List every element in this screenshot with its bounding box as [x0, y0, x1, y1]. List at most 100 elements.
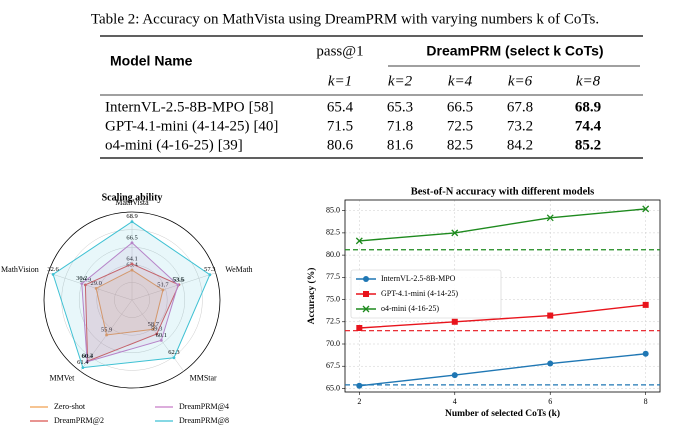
point: [355, 237, 363, 245]
value-label: 53.6: [173, 276, 185, 283]
table-cell: 65.3: [387, 99, 413, 115]
model-name: GPT-4.1-mini (4-14-25): [105, 118, 249, 134]
value-label: 68.9: [126, 213, 137, 220]
legend-label: Zero-shot: [54, 402, 86, 411]
point: [642, 301, 649, 308]
y-tick-label: 65.0: [326, 383, 340, 392]
y-tick-label: 70.0: [326, 339, 340, 348]
point: [356, 382, 363, 389]
point: [547, 312, 554, 319]
radar-point: [51, 272, 55, 276]
y-tick-label: 80.0: [326, 250, 340, 259]
radar-point: [176, 283, 180, 287]
radar-point: [130, 220, 134, 224]
legend-label: InternVL-2.5-8B-MPO: [381, 274, 456, 283]
legend-label: DreamPRM@4: [179, 402, 229, 411]
axis-label: MMStar: [190, 373, 217, 382]
radar-point: [130, 262, 134, 266]
series-line: [359, 304, 646, 329]
x-tick-label: 4: [453, 397, 457, 406]
legend-label: DreamPRM@8: [179, 416, 229, 425]
value-label: 57.3: [204, 266, 215, 273]
value-label: 60.3: [82, 353, 93, 360]
table-cell: 80.6: [327, 137, 354, 153]
header-dreamprm: DreamPRM (select k CoTs): [426, 43, 603, 59]
header-k: k=4: [448, 73, 473, 89]
legend-box: [350, 269, 502, 319]
x-axis-label: Number of selected CoTs (k): [445, 408, 560, 419]
point: [451, 372, 458, 379]
point: [642, 350, 649, 357]
point: [546, 214, 554, 222]
axis-label: WeMath: [225, 265, 252, 274]
table-cell: 73.2: [507, 118, 533, 134]
radar-point: [94, 286, 98, 290]
series-line: [359, 208, 646, 242]
value-label: 60.1: [156, 332, 167, 339]
table-caption: Table 2: Accuracy on MathVista using Dre…: [91, 11, 599, 27]
legend-label: DreamPRM@2: [54, 416, 104, 425]
table-cell: 66.5: [447, 99, 473, 115]
value-label: 55.9: [101, 326, 112, 333]
point: [642, 205, 650, 213]
radar-area: [84, 263, 180, 362]
radar-point: [161, 288, 165, 292]
radar-area: [81, 242, 179, 363]
y-tick-label: 77.5: [326, 272, 340, 281]
radar-point: [208, 273, 212, 277]
legend-marker: [363, 276, 369, 282]
header-k: k=2: [388, 73, 413, 89]
legend-label: o4-mini (4-16-25): [381, 304, 439, 313]
table-cell: 68.9: [575, 99, 601, 115]
table-cell: 74.4: [575, 118, 602, 134]
table-cell: 71.5: [327, 118, 353, 134]
radar-point: [151, 327, 155, 331]
radar-point: [81, 366, 85, 370]
radar-point: [130, 241, 134, 245]
table-cell: 65.4: [327, 99, 354, 115]
table-cell: 71.8: [387, 118, 413, 134]
legend-marker: [363, 291, 369, 297]
x-tick-label: 2: [357, 397, 361, 406]
y-tick-label: 67.5: [326, 361, 340, 370]
point: [547, 360, 554, 367]
table-cell: 85.2: [575, 137, 601, 153]
y-tick-label: 82.5: [326, 228, 340, 237]
chart-title: Best-of-N accuracy with different models: [411, 186, 595, 197]
value-label: 29.9: [80, 276, 91, 283]
point: [451, 318, 458, 325]
legend-marker: [362, 305, 370, 313]
header-k: k=6: [508, 73, 533, 89]
radar-point: [172, 356, 176, 360]
radar-point: [80, 282, 84, 286]
point: [356, 325, 363, 331]
value-label: 30.2: [76, 275, 87, 282]
radar-spoke: [48, 272, 133, 301]
radar-point: [85, 360, 89, 364]
radar-point: [105, 333, 108, 337]
table-cell: 82.5: [447, 137, 473, 153]
citation: [40]: [253, 118, 278, 134]
x-tick-label: 8: [644, 397, 648, 406]
legend-label: GPT-4.1-mini (4-14-25): [381, 289, 458, 298]
y-tick-label: 75.0: [326, 294, 340, 303]
model-name: InternVL-2.5-8B-MPO: [105, 99, 245, 115]
table-cell: 67.8: [507, 99, 533, 115]
value-label: 59.3: [151, 325, 162, 332]
point: [451, 229, 459, 237]
value-label: 51.7: [157, 281, 169, 288]
citation: [39]: [218, 137, 243, 153]
axis-label: MMVet: [50, 373, 76, 382]
radar-point: [159, 338, 163, 342]
header-pass: pass@1: [316, 43, 363, 59]
plot-frame: [344, 199, 661, 393]
radar-area: [52, 221, 211, 369]
header-k: k=1: [328, 73, 352, 89]
y-tick-label: 72.5: [326, 317, 340, 326]
radar-point: [130, 268, 134, 272]
x-tick-label: 6: [548, 397, 552, 406]
value-label: 64.1: [126, 255, 137, 262]
series-line: [359, 353, 646, 387]
header-k: k=8: [576, 73, 601, 89]
y-axis-label: Accuracy (%): [306, 268, 317, 325]
